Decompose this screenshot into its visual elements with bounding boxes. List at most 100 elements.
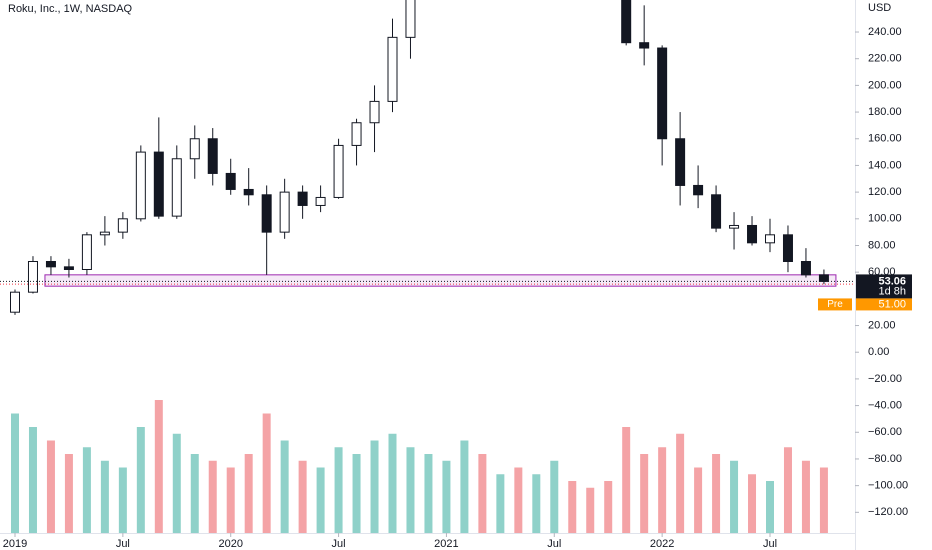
volume-bar	[172, 433, 181, 533]
candle-body	[351, 122, 362, 146]
volume-bar	[622, 427, 631, 533]
volume-bar	[766, 481, 774, 533]
volume-bar	[298, 460, 307, 533]
candle-body	[657, 47, 668, 140]
volume-bar	[658, 447, 667, 533]
candle-body	[117, 218, 128, 233]
volume-bar	[460, 440, 469, 533]
volume-bar	[676, 433, 685, 533]
candle-body	[225, 172, 236, 190]
y-tick-label: 0.00	[868, 346, 889, 358]
candle-body	[639, 42, 650, 49]
candle-body	[621, 0, 632, 44]
volume-bar	[712, 454, 721, 533]
candle-body	[261, 194, 272, 233]
volume-bar	[280, 440, 289, 533]
volume-bar	[316, 467, 325, 533]
volume-bar	[550, 460, 559, 533]
y-tick-label: −60.00	[868, 426, 902, 438]
candle-body	[171, 158, 182, 217]
x-tick-label: Jul	[332, 538, 346, 550]
volume-bar	[586, 487, 595, 533]
y-tick-label: 80.00	[868, 239, 896, 251]
candle-body	[81, 234, 92, 271]
candle-body	[405, 0, 416, 38]
volume-bar	[82, 447, 91, 533]
premarket-tag-box	[818, 298, 852, 311]
volume-bar	[244, 454, 253, 533]
currency-label: USD	[868, 2, 891, 14]
candle-body	[387, 36, 398, 102]
y-tick-label: 120.00	[868, 186, 902, 198]
x-tick-label: 2021	[434, 538, 458, 550]
premarket-price-label: 51.00	[878, 298, 906, 310]
volume-bar	[406, 447, 415, 533]
volume-bar	[208, 460, 217, 533]
volume-bar	[478, 454, 487, 533]
x-tick-label: 2019	[3, 538, 27, 550]
x-tick-label: Jul	[116, 538, 130, 550]
volume-bar	[694, 467, 703, 533]
premarket-tag: Pre	[827, 299, 843, 310]
candle-body	[135, 151, 146, 220]
y-tick-label: 140.00	[868, 159, 902, 171]
volume-bar	[190, 454, 199, 533]
candle-body	[675, 138, 686, 186]
last-price-label: 53.06	[878, 275, 906, 287]
volume-bar	[28, 427, 37, 533]
volume-bar	[118, 467, 127, 533]
x-tick-label: 2022	[650, 538, 674, 550]
volume-bar	[801, 460, 810, 533]
plot-area	[0, 0, 855, 533]
y-tick-label: 160.00	[868, 133, 902, 145]
candle-body	[63, 266, 74, 271]
volume-bar	[442, 460, 451, 533]
candle-body	[711, 194, 722, 229]
candle-body	[729, 224, 740, 229]
candle-body	[818, 274, 829, 282]
volume-bar	[46, 440, 55, 533]
support-zone	[44, 274, 837, 287]
volume-bar	[604, 481, 613, 533]
x-tick-label: Jul	[547, 538, 561, 550]
candle-body	[45, 260, 56, 268]
candle-body	[782, 234, 793, 262]
candle-body	[207, 138, 218, 174]
y-tick-label: 240.00	[868, 26, 902, 38]
volume-bar	[370, 440, 379, 533]
y-tick-label: −40.00	[868, 399, 902, 411]
volume-bar	[496, 474, 505, 533]
volume-bar	[730, 460, 739, 533]
y-tick-label: −20.00	[868, 373, 902, 385]
volume-bar	[352, 454, 361, 533]
x-tick-label: Jul	[763, 538, 777, 550]
y-tick-label: 20.00	[868, 319, 896, 331]
candle-body	[333, 144, 344, 198]
y-tick-label: 200.00	[868, 79, 902, 91]
volume-bar	[136, 427, 145, 533]
volume-bar	[11, 413, 19, 533]
countdown-label: 1d 8h	[878, 285, 906, 297]
volume-bar	[532, 474, 541, 533]
candle-body	[243, 188, 254, 196]
volume-bar	[783, 447, 792, 533]
volume-bar	[748, 474, 757, 533]
premarket-price-box	[856, 298, 912, 311]
volume-bar	[819, 467, 828, 533]
volume-bar	[514, 467, 523, 533]
volume-bar	[424, 454, 433, 533]
y-tick-label: 100.00	[868, 213, 902, 225]
candle-body	[765, 234, 775, 244]
volume-bar	[154, 400, 163, 533]
volume-bar	[640, 454, 649, 533]
x-tick-label: 2020	[218, 538, 242, 550]
candle-body	[315, 196, 326, 206]
candle-body	[99, 231, 110, 236]
volume-bar	[100, 460, 109, 533]
candle-body	[800, 260, 811, 276]
candle-body	[189, 138, 200, 160]
candle-body	[10, 291, 20, 313]
candle-body	[369, 100, 380, 124]
volume-bar	[262, 413, 271, 533]
